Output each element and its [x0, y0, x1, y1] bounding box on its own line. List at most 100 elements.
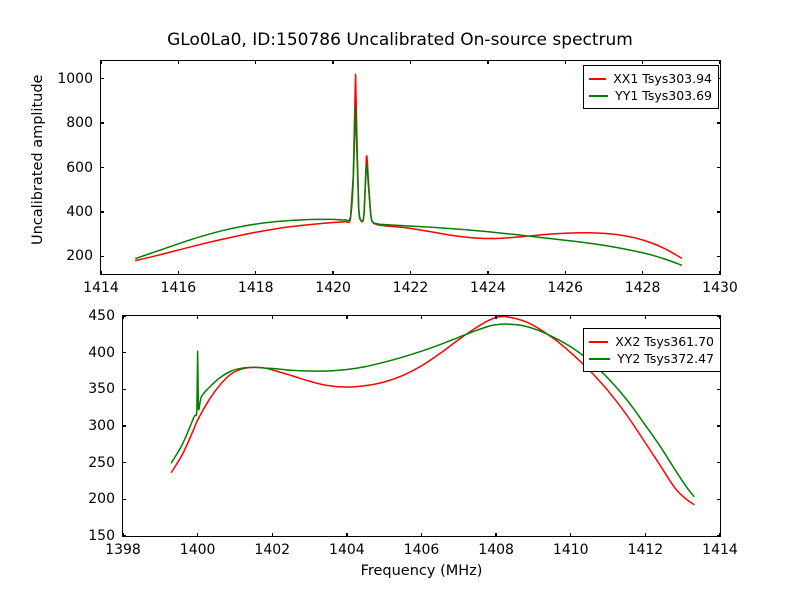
- y-tick-label: 450: [88, 308, 115, 324]
- y-tick-label: 400: [88, 344, 115, 361]
- y-tick-label: 300: [88, 418, 115, 434]
- x-tick-label: 1402: [254, 542, 291, 558]
- legend-color-swatch: [589, 357, 611, 360]
- x-tick-mark-top: [487, 60, 489, 64]
- y-tick-label: 400: [66, 203, 93, 220]
- bottom-x-axis-label: Frequency (MHz): [360, 563, 483, 579]
- y-tick-label: 250: [88, 454, 115, 471]
- x-tick-mark: [177, 271, 180, 275]
- x-tick-mark-top: [196, 315, 199, 319]
- legend-label: YY2 Tsys372.47: [617, 351, 714, 366]
- x-tick-mark: [719, 271, 721, 275]
- x-tick-mark-top: [100, 60, 102, 64]
- x-tick-mark: [570, 533, 572, 537]
- y-tick-mark-right: [717, 211, 721, 213]
- legend-color-swatch: [589, 77, 607, 80]
- x-tick-mark: [196, 533, 199, 537]
- x-tick-mark: [332, 271, 334, 275]
- y-tick-mark: [122, 498, 126, 500]
- x-tick-mark-top: [644, 315, 647, 319]
- legend-entry: YY1 Tsys303.69: [589, 87, 712, 104]
- y-tick-mark: [122, 352, 126, 354]
- x-tick-mark-top: [332, 60, 334, 64]
- y-tick-mark: [122, 462, 126, 464]
- bottom-legend: XX2 Tsys361.70 YY2 Tsys372.47: [583, 328, 721, 372]
- x-tick-mark: [420, 533, 423, 537]
- x-tick-mark: [644, 533, 647, 537]
- y-tick-label: 150: [88, 528, 115, 544]
- x-tick-label: 1404: [329, 542, 365, 558]
- x-tick-mark-top: [346, 315, 348, 319]
- legend-entry: XX2 Tsys361.70: [589, 333, 714, 350]
- page-title: GLo0La0, ID:150786 Uncalibrated On-sourc…: [167, 30, 633, 50]
- y-tick-label: 600: [66, 159, 93, 176]
- x-tick-label: 1408: [478, 542, 514, 558]
- y-tick-mark: [122, 535, 126, 537]
- x-tick-mark-top: [255, 60, 257, 64]
- y-tick-mark-right: [717, 122, 721, 124]
- legend-label: XX1 Tsys303.94: [613, 71, 712, 86]
- top-spectrum-plot: [135, 73, 683, 266]
- y-tick-mark: [122, 425, 126, 427]
- y-tick-mark: [100, 166, 104, 169]
- x-tick-mark: [564, 271, 566, 275]
- x-tick-mark-top: [719, 315, 721, 319]
- legend-label: XX2 Tsys361.70: [615, 334, 714, 349]
- x-tick-mark: [100, 271, 102, 275]
- y-tick-label: 350: [88, 381, 115, 398]
- top-y-axis-label: Uncalibrated amplitude: [30, 74, 46, 245]
- x-tick-mark: [409, 271, 412, 275]
- x-tick-mark: [271, 533, 273, 537]
- spectrum-trace: [135, 106, 683, 266]
- x-tick-label: 1424: [470, 280, 506, 296]
- x-tick-mark: [122, 533, 124, 537]
- y-tick-mark-right: [717, 315, 721, 317]
- y-tick-label: 200: [66, 248, 93, 265]
- x-tick-mark: [495, 533, 497, 537]
- x-tick-mark-top: [177, 60, 180, 64]
- y-tick-label: 1000: [57, 70, 93, 87]
- x-tick-mark: [255, 271, 257, 275]
- x-tick-mark: [641, 271, 644, 275]
- y-tick-mark-right: [717, 462, 721, 464]
- x-tick-label: 1400: [179, 542, 216, 558]
- x-tick-mark-top: [570, 315, 572, 319]
- x-tick-mark-top: [564, 60, 566, 64]
- y-tick-label: 800: [66, 115, 93, 132]
- y-tick-mark: [100, 211, 104, 213]
- x-tick-mark-top: [271, 315, 273, 319]
- x-tick-label: 1418: [237, 280, 274, 296]
- legend-entry: XX1 Tsys303.94: [589, 70, 712, 87]
- x-tick-label: 1426: [547, 280, 584, 296]
- spectrum-trace: [170, 316, 695, 506]
- x-tick-label: 1412: [627, 542, 664, 558]
- y-tick-mark-right: [717, 166, 721, 169]
- y-tick-mark: [100, 78, 104, 80]
- x-tick-label: 1410: [552, 542, 589, 558]
- y-tick-mark: [100, 255, 104, 257]
- y-tick-mark-right: [717, 78, 721, 80]
- x-tick-label: 1406: [403, 542, 440, 558]
- x-tick-label: 1422: [392, 280, 429, 296]
- y-tick-mark-right: [717, 255, 721, 257]
- legend-color-swatch: [589, 94, 609, 97]
- x-tick-label: 1420: [315, 280, 351, 296]
- legend-color-swatch: [589, 340, 609, 343]
- y-tick-mark: [122, 388, 126, 390]
- x-tick-mark-top: [409, 60, 412, 64]
- x-tick-mark: [719, 533, 721, 537]
- x-tick-label: 1414: [83, 280, 119, 296]
- legend-entry: YY2 Tsys372.47: [589, 350, 714, 367]
- x-tick-mark-top: [495, 315, 497, 319]
- x-tick-mark-top: [641, 60, 644, 64]
- x-tick-mark: [487, 271, 489, 275]
- y-tick-mark-right: [717, 388, 721, 390]
- x-tick-mark-top: [122, 315, 124, 319]
- x-tick-label: 1428: [624, 280, 661, 296]
- x-tick-label: 1416: [160, 280, 197, 296]
- y-tick-mark: [122, 315, 126, 317]
- y-tick-label: 200: [88, 491, 115, 508]
- y-tick-mark: [100, 122, 104, 124]
- x-tick-mark-top: [420, 315, 423, 319]
- y-tick-mark-right: [717, 498, 721, 500]
